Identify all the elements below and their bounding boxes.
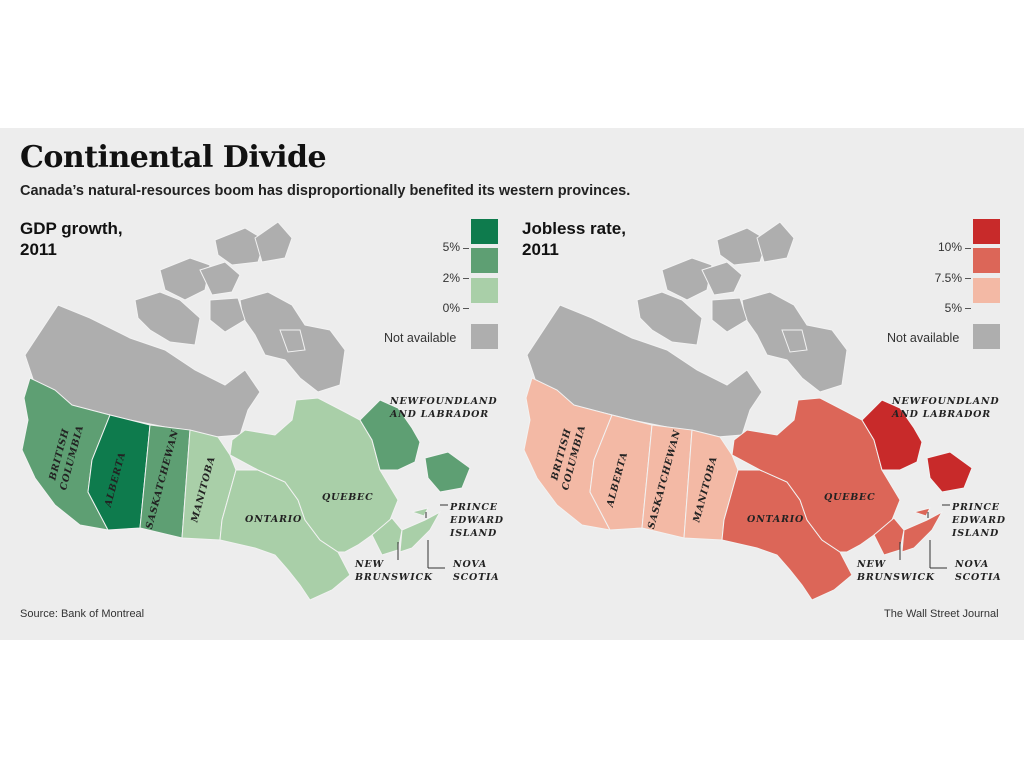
- gdp-legend-label-mid: 2%: [442, 271, 460, 285]
- jobless-legend-tick: [965, 248, 971, 249]
- infographic-title: Continental Divide: [20, 140, 327, 175]
- jobless-map-heading: Jobless rate, 2011: [522, 218, 626, 260]
- jobless-legend-label-na: Not available: [887, 331, 960, 345]
- gdp-province-territories: [209, 297, 246, 333]
- jobless-label-pei: PRINCE EDWARD ISLAND: [951, 502, 1006, 539]
- gdp-map-heading: GDP growth, 2011: [20, 218, 123, 260]
- jobless-province-newfoundland-labrador: [861, 399, 923, 471]
- source-note: Source: Bank of Montreal: [20, 608, 145, 620]
- gdp-province-territories: [159, 257, 211, 301]
- jobless-legend-label-low: 5%: [944, 301, 962, 315]
- gdp-legend-tick: [463, 248, 469, 249]
- gdp-province-nova-scotia: [399, 510, 442, 553]
- jobless-label-new-brunswick: NEW BRUNSWICK: [856, 559, 935, 583]
- jobless-province-territories: [701, 261, 743, 296]
- gdp-province-territories: [279, 329, 306, 353]
- jobless-label-ontario: ONTARIO: [747, 514, 804, 525]
- gdp-map: BRITISHCOLUMBIA ALBERTA SASKATCHEWAN MANITO…: [21, 221, 504, 601]
- gdp-province-new-brunswick: [371, 517, 403, 556]
- gdp-legend-tick: [463, 308, 469, 309]
- jobless-legend-label-high: 10%: [937, 240, 962, 254]
- jobless-province-territories: [716, 227, 768, 266]
- jobless-province-newfoundland-labrador: [926, 451, 973, 493]
- jobless-map: BRITISHCOLUMBIA ALBERTA SASKATCHEWAN MANITO…: [523, 221, 1006, 601]
- gdp-province-territories: [199, 261, 241, 296]
- jobless-legend-label-mid: 7.5%: [934, 271, 962, 285]
- gdp-label-new-brunswick: NEW BRUNSWICK: [354, 559, 433, 583]
- gdp-legend-swatch-high: [471, 219, 498, 244]
- jobless-province-territories: [781, 329, 808, 353]
- gdp-province-newfoundland-labrador: [359, 399, 421, 471]
- jobless-label-quebec: QUEBEC: [824, 492, 875, 503]
- jobless-heading-line2: 2011: [522, 240, 559, 259]
- gdp-legend-swatch-low: [471, 278, 498, 303]
- gdp-province-territories: [254, 221, 293, 263]
- gdp-legend-label-na: Not available: [384, 331, 457, 345]
- gdp-legend-label-high: 5%: [442, 240, 460, 254]
- jobless-province-new-brunswick: [873, 517, 905, 556]
- jobless-province-territories: [661, 257, 713, 301]
- gdp-label-newfoundland-labrador: NEWFOUNDLAND AND LABRADOR: [389, 396, 497, 420]
- jobless-province-territories: [711, 297, 748, 333]
- gdp-province-newfoundland-labrador: [424, 451, 471, 493]
- jobless-label-nova-scotia: NOVA SCOTIA: [954, 559, 1001, 583]
- jobless-legend-swatch-high: [973, 219, 1000, 244]
- jobless-province-territories: [636, 291, 703, 346]
- jobless-legend-swatch-na: [973, 324, 1000, 349]
- gdp-label-ontario: ONTARIO: [245, 514, 302, 525]
- gdp-heading-line2: 2011: [20, 240, 57, 259]
- gdp-province-territories: [214, 227, 266, 266]
- infographic-subtitle: Canada’s natural-resources boom has disp…: [20, 183, 631, 199]
- jobless-legend-swatch-mid: [973, 248, 1000, 273]
- jobless-province-nova-scotia: [901, 510, 944, 553]
- gdp-label-nova-scotia: NOVA SCOTIA: [452, 559, 499, 583]
- jobless-legend-tick: [965, 278, 971, 279]
- gdp-province-territories: [134, 291, 201, 346]
- publisher-credit: The Wall Street Journal: [884, 608, 999, 620]
- jobless-legend-swatch-low: [973, 278, 1000, 303]
- jobless-map-shapes: BRITISHCOLUMBIA ALBERTA SASKATCHEWAN MANITO…: [523, 221, 1006, 601]
- gdp-label-quebec: QUEBEC: [322, 492, 373, 503]
- gdp-map-shapes: BRITISHCOLUMBIA ALBERTA SASKATCHEWAN MANITO…: [21, 221, 504, 601]
- gdp-legend-swatch-na: [471, 324, 498, 349]
- gdp-legend-tick: [463, 278, 469, 279]
- gdp-heading-line1: GDP growth,: [20, 219, 123, 238]
- jobless-province-territories: [756, 221, 795, 263]
- jobless-legend-tick: [965, 308, 971, 309]
- jobless-label-newfoundland-labrador: NEWFOUNDLAND AND LABRADOR: [891, 396, 999, 420]
- gdp-legend-swatch-mid: [471, 248, 498, 273]
- gdp-label-pei: PRINCE EDWARD ISLAND: [449, 502, 504, 539]
- gdp-legend-label-low: 0%: [442, 301, 460, 315]
- jobless-heading-line1: Jobless rate,: [522, 219, 626, 238]
